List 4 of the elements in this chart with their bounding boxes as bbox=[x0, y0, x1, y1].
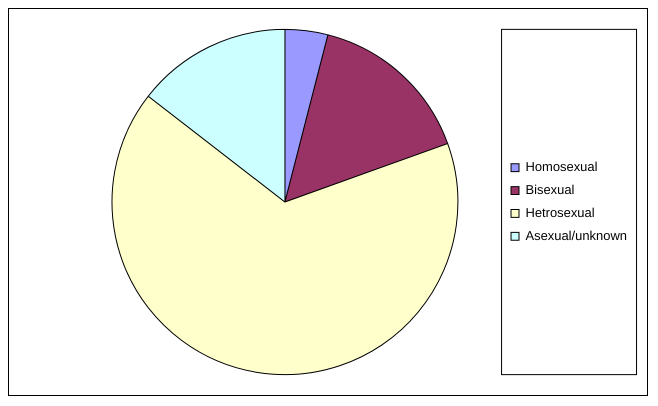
legend-label: Homosexual bbox=[525, 159, 598, 174]
legend-label: Asexual/unknown bbox=[525, 228, 628, 243]
legend-label: Hetrosexual bbox=[525, 205, 595, 220]
legend-label: Bisexual bbox=[525, 182, 575, 198]
